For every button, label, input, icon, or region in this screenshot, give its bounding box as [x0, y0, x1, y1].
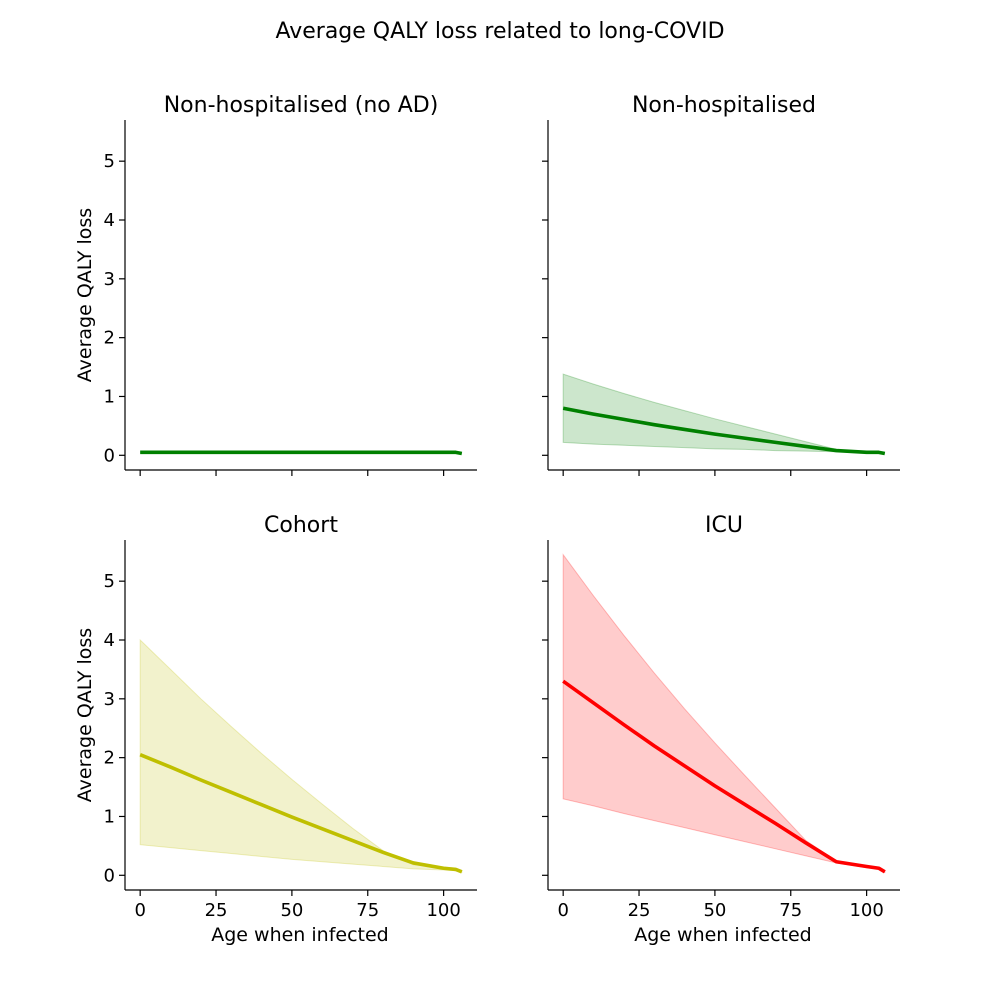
confidence-band	[562, 553, 886, 874]
confidence-band	[139, 638, 463, 874]
chart-title: Average QALY loss related to long-COVID	[275, 19, 724, 44]
mean-line	[140, 450, 463, 456]
subplot-title: Non-hospitalised (no AD)	[164, 93, 439, 118]
x-axis-label: Age when infected	[634, 924, 812, 946]
x-tick-label: 0	[557, 900, 568, 921]
x-tick-label: 25	[205, 900, 228, 921]
mean-line	[139, 753, 463, 874]
x-axis-label: Age when infected	[211, 924, 389, 946]
subplot-1: Non-hospitalised (no AD) 0 1 2 3 4 5 Average QA…	[74, 93, 477, 476]
subplot-title: ICU	[705, 513, 743, 538]
subplot-title: Cohort	[264, 513, 338, 538]
x-tick-label: 100	[426, 900, 460, 921]
subplot-4: ICU 0 25 50 75 100 Age when infected	[542, 513, 900, 946]
subplot-2: Non-hospitalised	[542, 93, 900, 476]
y-tick-label: 1	[104, 806, 115, 827]
y-tick-label: 2	[104, 328, 115, 349]
y-tick-label: 2	[104, 748, 115, 769]
x-tick-label: 50	[703, 900, 726, 921]
mean-line	[562, 679, 886, 874]
subplot-title: Non-hospitalised	[632, 93, 816, 118]
y-tick-label: 4	[104, 210, 115, 231]
confidence-band	[562, 373, 885, 455]
x-tick-label: 75	[356, 900, 379, 921]
y-tick-label: 0	[104, 865, 115, 886]
y-tick-label: 0	[104, 445, 115, 466]
y-axis-label: Average QALY loss	[74, 208, 96, 382]
y-tick-label: 4	[104, 630, 115, 651]
y-axis-label: Average QALY loss	[74, 628, 96, 802]
mean-line	[562, 406, 886, 456]
x-tick-label: 100	[849, 900, 883, 921]
x-tick-label: 0	[134, 900, 145, 921]
y-tick-label: 3	[104, 689, 115, 710]
x-tick-label: 25	[628, 900, 651, 921]
subplot-grid: Non-hospitalised (no AD) 0 1 2 3 4 5 Average QA…	[74, 93, 900, 946]
y-tick-label: 5	[104, 571, 115, 592]
y-tick-label: 5	[104, 151, 115, 172]
x-tick-label: 75	[779, 900, 802, 921]
x-tick-label: 50	[280, 900, 303, 921]
y-tick-label: 1	[104, 386, 115, 407]
y-tick-label: 3	[104, 269, 115, 290]
